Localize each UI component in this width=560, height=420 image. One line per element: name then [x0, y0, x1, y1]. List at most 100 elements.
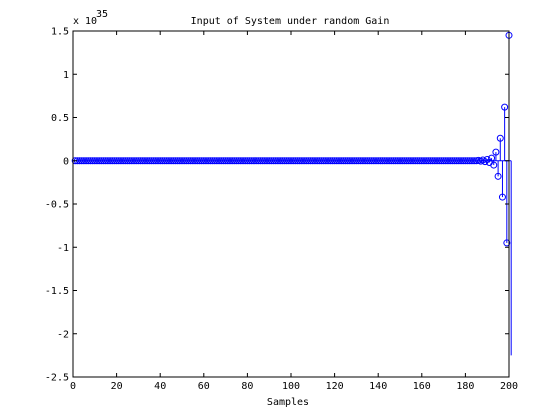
stem-marker — [311, 157, 319, 165]
stem-marker — [152, 157, 160, 165]
stem-marker — [431, 157, 439, 165]
stem-marker — [313, 157, 321, 165]
stem-marker — [259, 157, 267, 165]
stem-marker — [370, 157, 378, 165]
stem-marker — [84, 157, 92, 165]
stem-marker — [359, 157, 367, 165]
stem-marker — [413, 157, 421, 165]
stem-marker — [82, 157, 90, 165]
stem-marker — [435, 157, 443, 165]
stem-marker — [270, 157, 278, 165]
stem-marker — [224, 157, 232, 165]
stem-marker — [89, 157, 97, 165]
stem-marker — [383, 157, 391, 165]
stem-marker — [344, 157, 352, 165]
stem-marker — [78, 157, 86, 165]
plot-area — [73, 31, 509, 377]
stem-marker — [468, 157, 476, 165]
stem-marker — [418, 157, 426, 165]
stem-marker — [494, 172, 502, 180]
y-tick-label: -1 — [57, 243, 69, 254]
stem-marker — [304, 157, 312, 165]
stem-marker — [176, 157, 184, 165]
stem-marker — [322, 157, 330, 165]
stem-marker — [427, 157, 435, 165]
stem-marker — [285, 157, 293, 165]
stem-marker — [213, 157, 221, 165]
stem-marker — [219, 157, 227, 165]
stem-marker — [137, 157, 145, 165]
stem-marker — [200, 157, 208, 165]
stem-marker — [71, 157, 79, 165]
stem-marker — [211, 157, 219, 165]
chart-title: Input of System under random Gain — [191, 16, 390, 27]
x-tick-label: 140 — [369, 381, 387, 392]
stem-marker — [372, 157, 380, 165]
stem-marker — [385, 157, 393, 165]
stem-marker — [403, 157, 411, 165]
y-tick-label: -2.5 — [45, 373, 69, 384]
x-tick-label: 120 — [326, 381, 344, 392]
stem-marker — [420, 157, 428, 165]
stem-marker — [80, 157, 88, 165]
stem-marker — [350, 157, 358, 165]
stem-marker — [174, 157, 182, 165]
stem-marker — [191, 157, 199, 165]
stem-marker — [95, 157, 103, 165]
stem-marker — [248, 157, 256, 165]
stem-marker — [381, 157, 389, 165]
stem-marker — [411, 157, 419, 165]
stem-marker — [309, 157, 317, 165]
stem-marker — [455, 157, 463, 165]
stem-marker — [365, 157, 373, 165]
stem-marker — [209, 157, 217, 165]
stem-marker — [376, 157, 384, 165]
stem-marker — [446, 157, 454, 165]
stem-marker — [274, 157, 282, 165]
stem-marker — [215, 157, 223, 165]
stem-marker — [217, 157, 225, 165]
stem-marker — [348, 157, 356, 165]
stem-marker — [416, 157, 424, 165]
stem-marker — [481, 158, 489, 166]
stem-marker — [206, 157, 214, 165]
stem-marker — [368, 157, 376, 165]
stem-marker — [501, 103, 509, 111]
stem-marker — [202, 157, 210, 165]
stem-marker — [222, 157, 230, 165]
stem-marker — [241, 157, 249, 165]
stem-marker — [230, 157, 238, 165]
stem-marker — [150, 157, 158, 165]
stem-marker — [204, 157, 212, 165]
stem-marker — [442, 157, 450, 165]
stem-marker — [91, 157, 99, 165]
stem-marker — [291, 157, 299, 165]
x-tick-label: 200 — [500, 381, 518, 392]
stem-marker — [141, 157, 149, 165]
stem-marker — [387, 157, 395, 165]
stem-marker — [496, 134, 504, 142]
stem-marker — [346, 157, 354, 165]
stem-marker — [357, 157, 365, 165]
stem-marker — [134, 157, 142, 165]
stem-marker — [457, 157, 465, 165]
stem-marker — [237, 157, 245, 165]
stem-marker — [246, 157, 254, 165]
stem-marker — [342, 157, 349, 165]
stem-marker — [163, 157, 171, 165]
y-tick-label: 1.5 — [51, 27, 69, 38]
stem-marker — [180, 157, 188, 165]
stem-marker — [396, 157, 404, 165]
x-axis-label: Samples — [267, 397, 309, 408]
stem-marker — [470, 157, 478, 165]
stem-marker — [139, 157, 147, 165]
stem-marker — [328, 157, 336, 165]
stem-marker — [444, 157, 452, 165]
stem-marker — [110, 157, 118, 165]
stem-marker — [461, 157, 469, 165]
stem-marker — [193, 157, 201, 165]
stem-marker — [250, 157, 258, 165]
stem-marker — [126, 157, 134, 165]
stem-marker — [171, 157, 179, 165]
